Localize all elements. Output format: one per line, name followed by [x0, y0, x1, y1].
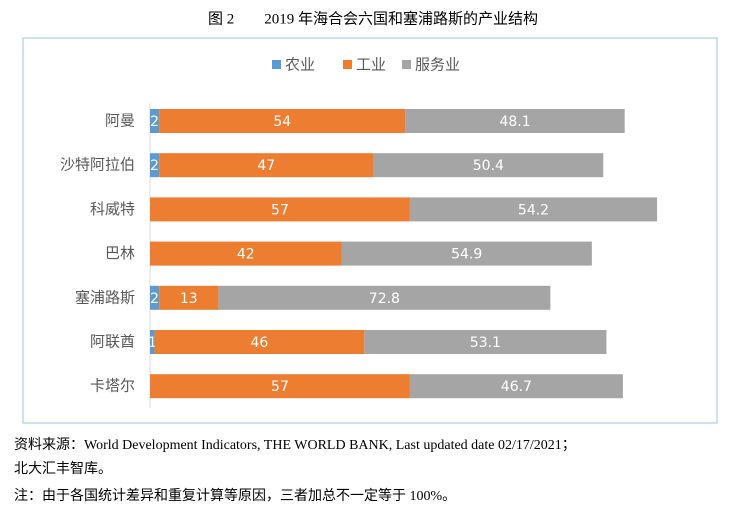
legend-swatch [272, 60, 281, 69]
data-label: 57 [271, 379, 289, 395]
bar-segment [341, 241, 592, 266]
y-tick-label: 沙特阿拉伯 [60, 156, 135, 174]
data-label: 47 [257, 158, 275, 174]
bar-segment [150, 330, 155, 354]
data-label: 1 [148, 335, 157, 351]
data-label: 2 [150, 291, 159, 307]
data-label: 46.7 [501, 379, 532, 395]
data-label: 46 [251, 335, 269, 351]
chart-title: 图 2 2019 年海合会六国和塞浦路斯的产业结构 [208, 9, 538, 27]
bar-segment [373, 153, 604, 178]
data-label: 54.9 [451, 247, 482, 263]
y-tick-label: 塞浦路斯 [75, 288, 135, 306]
data-label: 42 [237, 247, 255, 263]
legend-swatch [343, 60, 352, 69]
data-label: 50.4 [473, 158, 504, 174]
data-label: 57 [271, 202, 289, 218]
legend-label: 农业 [285, 56, 315, 74]
plot-frame [22, 37, 718, 424]
data-label: 54.2 [518, 202, 549, 218]
bar-segment [159, 109, 406, 133]
bar-segment [218, 285, 551, 310]
data-label: 2 [150, 158, 159, 174]
legend-swatch [402, 60, 411, 69]
data-label: 48.1 [499, 114, 530, 130]
y-tick-label: 卡塔尔 [90, 377, 135, 395]
data-label: 2 [150, 114, 159, 130]
bar-segment [150, 285, 160, 310]
bar-segment [159, 153, 374, 178]
data-label: 53.1 [470, 335, 501, 351]
bar-segment [409, 374, 623, 399]
data-label: 13 [180, 291, 198, 307]
y-tick-label: 科威特 [90, 200, 135, 218]
y-tick-label: 巴林 [105, 244, 135, 262]
data-label: 72.8 [369, 291, 400, 307]
bar-segment [150, 109, 160, 133]
legend-label: 服务业 [415, 56, 460, 74]
bar-segment [150, 374, 410, 399]
bar-segment [159, 285, 219, 310]
bar-segment [405, 109, 625, 133]
source-note: 北大汇丰智库。 [14, 461, 112, 477]
bar-segment [150, 197, 410, 222]
data-label: 54 [273, 114, 291, 130]
y-tick-label: 阿曼 [105, 112, 135, 130]
bar-segment [150, 153, 160, 178]
y-tick-label: 阿联酋 [90, 333, 135, 351]
bar-segment [364, 330, 607, 354]
bar-segment [409, 197, 658, 222]
footnote: 注：由于各国统计差异和重复计算等原因，三者加总不一定等于 100%。 [14, 487, 456, 504]
bar-segment [154, 330, 365, 354]
legend-label: 工业 [356, 56, 386, 74]
bar-segment [150, 241, 342, 266]
source-note: 资料来源：World Development Indicators, THE W… [14, 437, 576, 453]
